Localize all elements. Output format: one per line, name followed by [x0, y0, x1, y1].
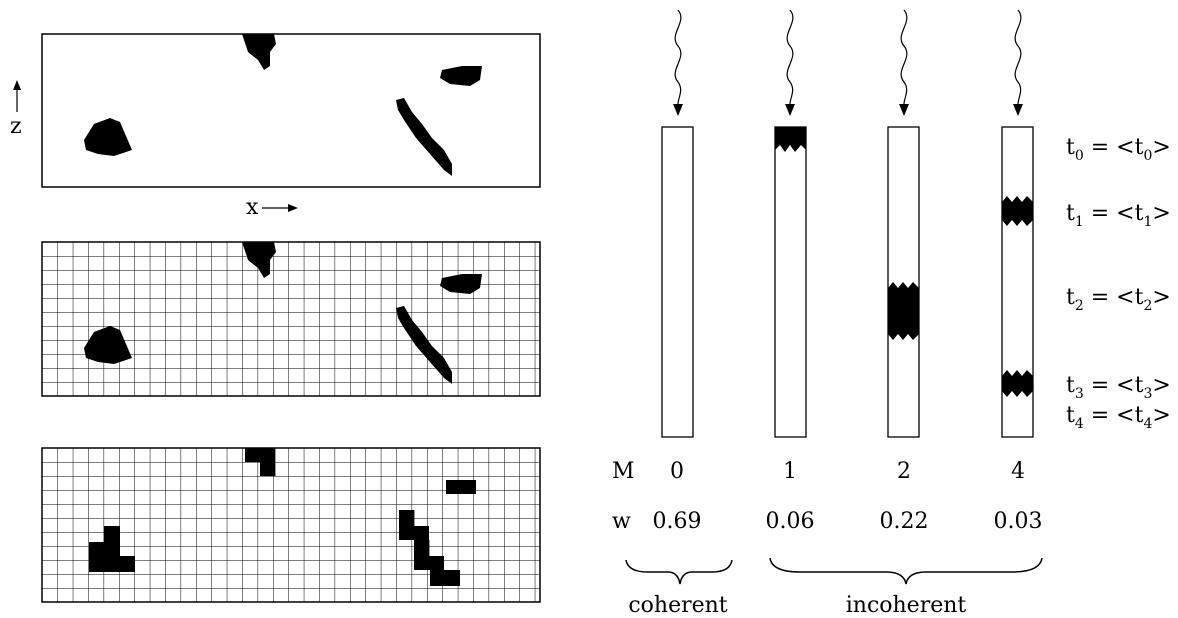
m-row-label: M: [612, 459, 635, 484]
m-row: M 0 1 2 4: [612, 459, 1025, 484]
coherent-label: coherent: [628, 593, 727, 618]
block-2: [888, 282, 919, 340]
time-label-3: t3 = <t3>: [1066, 373, 1171, 402]
clump-left: [84, 118, 132, 156]
w-row-label: w: [612, 509, 631, 534]
block-4a: [1002, 196, 1033, 226]
photon-1: [786, 9, 794, 105]
time-labels: t0 = <t0> t1 = <t1> t2 = <t2> t3 = <t3> …: [1066, 135, 1171, 432]
photon-4: [1014, 9, 1022, 105]
group-braces: coherent incoherent: [625, 557, 1043, 618]
w-value-2: 0.22: [880, 509, 929, 534]
block-4b: [1002, 370, 1033, 397]
column-4: [1001, 9, 1034, 438]
column-0: [661, 9, 694, 438]
clump-right: [440, 66, 482, 86]
m-value-1: 1: [783, 459, 797, 484]
m-value-0: 0: [670, 459, 684, 484]
block-1: [775, 127, 806, 152]
incoherent-brace: [769, 557, 1043, 585]
time-label-0: t0 = <t0>: [1066, 135, 1171, 164]
column-2: [887, 9, 920, 438]
grid-overlay-panel: [41, 241, 541, 397]
photon-0: [674, 9, 682, 105]
w-row: w 0.69 0.06 0.22 0.03: [612, 509, 1042, 534]
z-axis-label: z: [10, 114, 22, 139]
bar-2: [887, 126, 920, 438]
m-value-4: 4: [1011, 459, 1025, 484]
photon-2: [900, 9, 908, 105]
bar-0: [661, 126, 694, 438]
time-label-4: t4 = <t4>: [1066, 403, 1171, 432]
clump-top: [242, 34, 276, 70]
bar-1: [774, 126, 807, 438]
discretized-panel: [41, 447, 541, 603]
w-value-0: 0.69: [653, 509, 702, 534]
continuous-panel: [41, 33, 541, 188]
time-label-1: t1 = <t1>: [1066, 201, 1171, 230]
time-label-2: t2 = <t2>: [1066, 285, 1171, 314]
clump-streak: [396, 98, 452, 176]
x-axis-label: x: [246, 195, 259, 220]
column-1: [774, 9, 807, 438]
w-value-4: 0.03: [994, 509, 1043, 534]
incoherent-label: incoherent: [846, 593, 967, 618]
coherent-brace: [625, 559, 733, 585]
axis-indicators: z x: [10, 80, 298, 220]
w-value-1: 0.06: [766, 509, 815, 534]
m-value-2: 2: [897, 459, 911, 484]
